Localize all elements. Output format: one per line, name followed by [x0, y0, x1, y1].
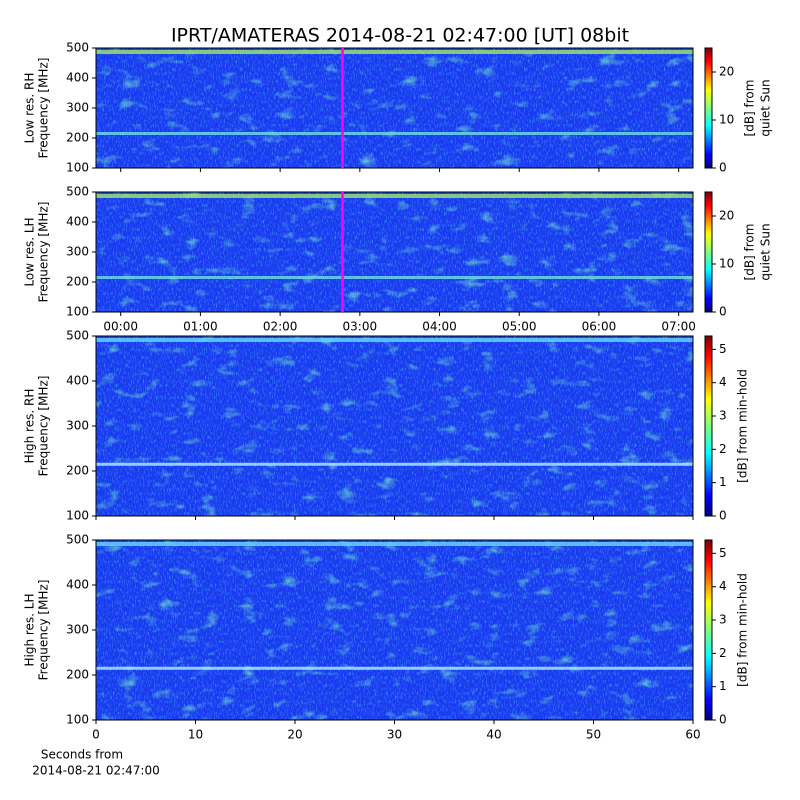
- y-tick-label: 400: [66, 71, 89, 85]
- y-tick-label: 500: [66, 329, 89, 343]
- colorbar-label: [dB] from: [743, 224, 757, 281]
- colorbar: [704, 47, 713, 169]
- chart-title: IPRT/AMATERAS 2014-08-21 02:47:00 [UT] 0…: [171, 25, 629, 47]
- colorbar: [704, 539, 713, 721]
- y-axis-label: Frequency [MHz]: [37, 58, 51, 159]
- colorbar-tick-label: 0: [719, 509, 727, 523]
- colorbar-label: [dB] from min-hold: [736, 573, 750, 687]
- colorbar-tick-label: 5: [719, 342, 727, 356]
- x-tick-label: 04:00: [422, 320, 457, 334]
- spectrogram-band: [96, 132, 693, 135]
- x-tick-label: 60: [685, 728, 700, 742]
- x-axis-label: Seconds from: [41, 748, 123, 762]
- y-tick-label: 100: [66, 161, 89, 175]
- y-tick-label: 400: [66, 215, 89, 229]
- colorbar-tick-label: 2: [719, 442, 727, 456]
- x-tick-label: 07:00: [661, 320, 696, 334]
- colorbar-tick-label: 3: [719, 613, 727, 627]
- x-tick-label: 30: [387, 728, 402, 742]
- y-axis-label: Frequency [MHz]: [37, 202, 51, 303]
- y-tick-label: 300: [66, 623, 89, 637]
- colorbar-label: [dB] from: [743, 80, 757, 137]
- spectrogram-band: [96, 542, 693, 546]
- colorbar-tick-label: 4: [719, 579, 727, 593]
- colorbar-tick-label: 1: [719, 475, 727, 489]
- x-tick-label: 01:00: [183, 320, 218, 334]
- colorbar-label: [dB] from min-hold: [736, 369, 750, 483]
- y-tick-label: 200: [66, 131, 89, 145]
- x-tick-label: 02:00: [263, 320, 298, 334]
- colorbar-tick-label: 1: [719, 679, 727, 693]
- colorbar-tick-label: 10: [719, 257, 734, 271]
- x-tick-label: 03:00: [343, 320, 378, 334]
- y-tick-label: 300: [66, 101, 89, 115]
- y-tick-label: 200: [66, 668, 89, 682]
- y-tick-label: 100: [66, 713, 89, 727]
- y-tick-label: 100: [66, 305, 89, 319]
- spectrogram-texture: [96, 540, 693, 720]
- spectrogram-band: [96, 50, 693, 54]
- colorbar-tick-label: 0: [719, 713, 727, 727]
- x-axis-label: 2014-08-21 02:47:00: [32, 764, 159, 778]
- colorbar-tick-label: 20: [719, 209, 734, 223]
- colorbar-label: quiet Sun: [759, 79, 773, 136]
- y-axis-label: High res. LH: [23, 593, 37, 666]
- x-tick-label: 20: [287, 728, 302, 742]
- x-tick-label: 0: [92, 728, 100, 742]
- y-tick-label: 300: [66, 245, 89, 259]
- colorbar-tick-label: 3: [719, 409, 727, 423]
- y-tick-label: 100: [66, 509, 89, 523]
- colorbar-tick-label: 4: [719, 375, 727, 389]
- colorbar: [704, 335, 713, 517]
- spectrogram-band: [96, 666, 693, 670]
- x-tick-label: 50: [586, 728, 601, 742]
- x-tick-label: 06:00: [582, 320, 617, 334]
- colorbar-tick-label: 20: [719, 65, 734, 79]
- x-tick-label: 05:00: [502, 320, 537, 334]
- y-tick-label: 500: [66, 41, 89, 55]
- y-axis-label: Low res. LH: [23, 217, 37, 286]
- colorbar-label: quiet Sun: [759, 223, 773, 280]
- colorbar-tick-label: 0: [719, 305, 727, 319]
- y-tick-label: 400: [66, 374, 89, 388]
- colorbar-tick-label: 5: [719, 546, 727, 560]
- x-tick-label: 00:00: [103, 320, 138, 334]
- spectrogram-band: [96, 338, 693, 342]
- spectrogram-texture: [96, 48, 693, 168]
- spectrogram-band: [96, 276, 693, 279]
- y-axis-label: Low res. RH: [23, 73, 37, 144]
- y-tick-label: 500: [66, 185, 89, 199]
- colorbar-tick-label: 0: [719, 161, 727, 175]
- y-axis-label: Frequency [MHz]: [37, 580, 51, 681]
- y-axis-label: Frequency [MHz]: [37, 376, 51, 477]
- colorbar-tick-label: 2: [719, 646, 727, 660]
- y-tick-label: 300: [66, 419, 89, 433]
- y-tick-label: 500: [66, 533, 89, 547]
- y-tick-label: 200: [66, 275, 89, 289]
- x-tick-label: 10: [188, 728, 203, 742]
- y-tick-label: 200: [66, 464, 89, 478]
- colorbar: [704, 191, 713, 313]
- spectrogram-band: [96, 194, 693, 198]
- spectrogram-band: [96, 462, 693, 466]
- x-tick-label: 40: [486, 728, 501, 742]
- y-axis-label: High res. RH: [23, 389, 37, 464]
- colorbar-tick-label: 10: [719, 113, 734, 127]
- spectrogram-texture: [96, 192, 693, 312]
- spectrogram-texture: [96, 336, 693, 516]
- y-tick-label: 400: [66, 578, 89, 592]
